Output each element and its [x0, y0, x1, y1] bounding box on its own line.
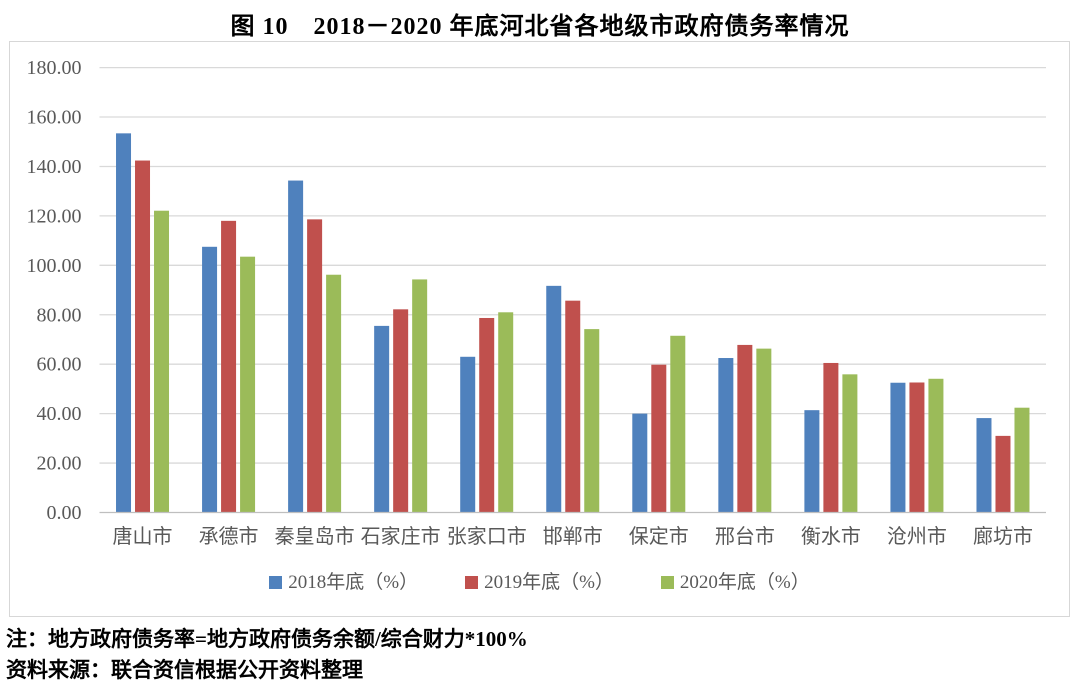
bar [288, 180, 304, 513]
bar [995, 435, 1011, 513]
y-axis-tick-label: 0.00 [47, 502, 82, 524]
y-axis-tick-label: 40.00 [37, 403, 82, 425]
legend-item: 2020年底（%） [660, 572, 810, 593]
bar [479, 317, 495, 513]
footnote-source: 资料来源：联合资信根据公开资料整理 [6, 658, 363, 682]
x-axis-category-label: 秦皇岛市 [275, 525, 355, 548]
x-axis-category-label: 衡水市 [801, 525, 861, 548]
bar [412, 279, 428, 513]
bar [154, 210, 170, 513]
bar [326, 274, 342, 513]
bar [976, 418, 992, 513]
x-axis-category-label: 张家口市 [447, 525, 527, 548]
bar [374, 325, 390, 513]
y-axis-tick-label: 160.00 [27, 107, 82, 129]
bar [135, 160, 151, 513]
x-axis-category-label: 唐山市 [113, 525, 173, 548]
y-axis-tick-label: 100.00 [27, 255, 82, 277]
bar [928, 378, 944, 513]
bar [718, 358, 734, 513]
bar [546, 285, 562, 513]
bar [1014, 407, 1030, 513]
x-axis-category-label: 廊坊市 [973, 525, 1033, 548]
y-axis-tick-label: 80.00 [37, 304, 82, 326]
bar [842, 374, 858, 513]
bar [632, 413, 648, 513]
bar [756, 348, 772, 513]
y-axis-tick-label: 20.00 [37, 453, 82, 475]
bar [240, 256, 256, 513]
bar [670, 335, 686, 513]
bar [202, 246, 218, 513]
bar [221, 220, 237, 513]
legend-item: 2018年底（%） [269, 573, 418, 592]
chart-legend: 2018年底（%） 2019年底（%） 2020年底（%） [10, 573, 1069, 592]
y-axis-tick-label: 120.00 [27, 205, 82, 227]
bar [651, 364, 667, 513]
x-axis-category-label: 沧州市 [887, 525, 947, 548]
y-axis-tick-label: 60.00 [37, 354, 82, 376]
bar [116, 133, 132, 513]
bar [565, 300, 581, 513]
bar [890, 382, 906, 513]
x-axis-category-label: 保定市 [629, 525, 689, 548]
footnote-definition: 注：地方政府债务率=地方政府债务余额/综合财力*100% [6, 627, 528, 651]
bar-chart-plot: 0.00 20.00 40.00 60.00 80.00 100.00 120.00 140.… [27, 57, 1046, 548]
x-axis-category-label: 邢台市 [715, 525, 775, 548]
legend-swatch-icon [269, 576, 283, 589]
bar [909, 382, 925, 513]
legend-label: 2019年底（%） [484, 572, 614, 593]
bar [823, 362, 839, 513]
bar [393, 309, 409, 513]
bar [498, 312, 514, 513]
bar [737, 344, 753, 513]
legend-label: 2018年底（%） [288, 572, 419, 593]
x-axis-category-label: 邯郸市 [543, 525, 603, 548]
bar [804, 410, 820, 513]
y-axis-tick-label: 180.00 [27, 57, 82, 79]
legend-swatch-icon [465, 576, 479, 589]
legend-swatch-icon [660, 576, 674, 589]
chart-area: 0.00 20.00 40.00 60.00 80.00 100.00 120.00 140.… [9, 41, 1070, 617]
bar [307, 219, 323, 513]
legend-label: 2020年底（%） [679, 572, 810, 593]
y-axis-tick-label: 140.00 [27, 156, 82, 178]
x-axis-category-label: 石家庄市 [361, 525, 441, 548]
x-axis-category-label: 承德市 [199, 525, 259, 548]
bar [460, 356, 476, 513]
bar [584, 329, 600, 513]
chart-title: 图 10 2018－2020 年底河北省各地级市政府债务率情况 [230, 14, 850, 40]
legend-item: 2019年底（%） [465, 573, 614, 592]
